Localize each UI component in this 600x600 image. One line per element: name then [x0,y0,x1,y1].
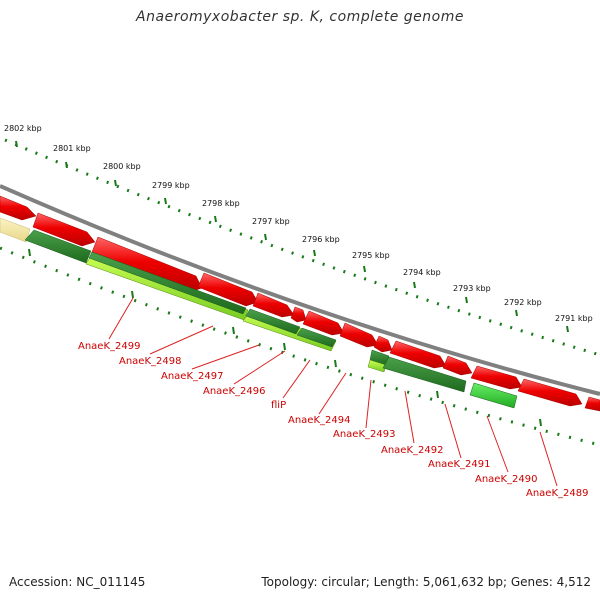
leader-line [444,403,462,459]
scale-label: 2798 kbp [202,199,240,208]
scale-tick [465,296,468,304]
scale-tick [15,140,18,148]
gene-arrow [245,308,301,335]
scale-label: 2795 kbp [352,251,390,260]
scale-tick [566,325,569,333]
scale-label: 2793 kbp [453,284,491,293]
scale-label: 2801 kbp [53,144,91,153]
scale-tick [413,281,416,289]
scale-label: 2802 kbp [4,124,42,133]
gene-arrow [517,378,583,407]
gene-arrow [469,382,518,409]
gene-arrow [290,306,307,323]
scale-tick [363,265,366,273]
gene-arrow [32,212,96,247]
scale-label: 2797 kbp [252,217,290,226]
gene-arrow [197,272,259,307]
scale-tick [214,215,217,223]
partial-feature [0,217,31,243]
accession-text: Accession: NC_011145 [9,575,146,589]
gene-label: AnaeK_2494 [288,415,350,426]
scale-label: 2791 kbp [555,314,593,323]
leader-line [539,431,558,487]
gene-arrow [373,335,393,353]
scale-label: 2792 kbp [504,298,542,307]
scale-label: 2799 kbp [152,181,190,190]
leader-line [318,372,347,415]
gene-arrow [382,356,467,393]
genome-summary-text: Topology: circular; Length: 5,061,632 bp… [261,575,591,589]
gene-arrow [339,322,379,348]
gene-arrow [88,251,247,315]
scale-tick [164,197,167,205]
gene-arrow [296,327,337,348]
gene-arrow [24,229,92,264]
scale-label: 2800 kbp [103,162,141,171]
gene-arrow [367,359,387,373]
gene-arrow [302,310,345,336]
gene-label: AnaeK_2497 [161,371,223,382]
gene-label: AnaeK_2492 [381,445,443,456]
gene-arrow [389,340,447,369]
gene-label: AnaeK_2489 [526,488,588,499]
scale-label: 2796 kbp [302,235,340,244]
gene-label: AnaeK_2499 [78,341,140,352]
forward-genes [0,195,600,412]
leader-line [404,390,415,444]
scale-tick [313,249,316,257]
scale-ticks [15,140,569,333]
genome-backbone [0,184,600,396]
inner-ticks [28,248,542,427]
scale-tick [65,161,68,169]
gene-label: AnaeK_2496 [203,386,265,397]
leader-line [233,350,286,385]
gene-arrow [584,396,600,412]
leader-line [191,344,260,370]
scale-label: 2794 kbp [403,268,441,277]
gene-arrow [442,355,473,376]
scale-tick [114,179,117,187]
label-leaders [108,297,558,487]
gene-label: AnaeK_2498 [119,356,181,367]
gene-label: AnaeK_2493 [333,429,395,440]
gene-arrow [470,365,523,390]
leader-line [486,415,509,473]
gene-label: fliP [271,400,286,411]
gene-arrow [252,292,295,318]
scale-tick [264,233,267,241]
leader-line [365,379,372,429]
leader-line [108,297,134,340]
map-title: Anaeromyxobacter sp. K, complete genome [136,9,464,25]
leader-line [149,325,214,355]
gene-label: AnaeK_2490 [475,474,537,485]
gene-arrow [0,195,37,221]
gene-label: AnaeK_2491 [428,459,490,470]
reverse-genes [0,217,518,409]
scale-tick [515,309,518,317]
leader-line [282,359,311,399]
